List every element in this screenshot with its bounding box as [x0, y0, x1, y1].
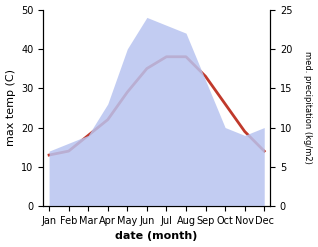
- X-axis label: date (month): date (month): [115, 231, 198, 242]
- Y-axis label: med. precipitation (kg/m2): med. precipitation (kg/m2): [303, 51, 313, 164]
- Y-axis label: max temp (C): max temp (C): [5, 69, 16, 146]
